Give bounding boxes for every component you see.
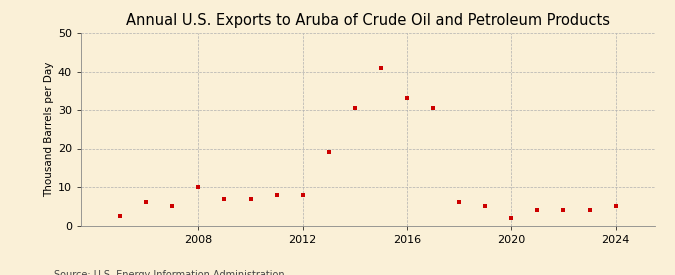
Point <box>115 214 126 218</box>
Y-axis label: Thousand Barrels per Day: Thousand Barrels per Day <box>44 62 54 197</box>
Text: Source: U.S. Energy Information Administration: Source: U.S. Energy Information Administ… <box>54 271 285 275</box>
Point <box>480 204 491 208</box>
Point <box>375 65 386 70</box>
Point <box>219 196 230 201</box>
Point <box>193 185 204 189</box>
Point <box>350 106 360 110</box>
Point <box>402 96 412 101</box>
Point <box>245 196 256 201</box>
Point <box>323 150 334 155</box>
Point <box>532 208 543 212</box>
Point <box>271 192 282 197</box>
Point <box>454 200 464 205</box>
Point <box>167 204 178 208</box>
Point <box>297 192 308 197</box>
Point <box>141 200 152 205</box>
Point <box>610 204 621 208</box>
Point <box>428 106 439 110</box>
Point <box>558 208 569 212</box>
Title: Annual U.S. Exports to Aruba of Crude Oil and Petroleum Products: Annual U.S. Exports to Aruba of Crude Oi… <box>126 13 610 28</box>
Point <box>506 216 517 220</box>
Point <box>584 208 595 212</box>
